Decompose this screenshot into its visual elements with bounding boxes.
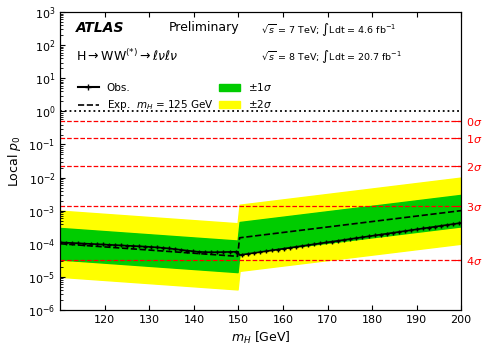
Text: Preliminary: Preliminary: [168, 21, 239, 34]
Text: $\sqrt{s}$ = 8 TeV; $\int$Ldt = 20.7 fb$^{-1}$: $\sqrt{s}$ = 8 TeV; $\int$Ldt = 20.7 fb$…: [261, 48, 402, 65]
Text: H$\rightarrow$WW$^{(*)}$$\rightarrow\ell\nu\ell\nu$: H$\rightarrow$WW$^{(*)}$$\rightarrow\ell…: [76, 48, 179, 64]
X-axis label: $m_{H}$ [GeV]: $m_{H}$ [GeV]: [231, 330, 290, 346]
Text: ATLAS: ATLAS: [76, 21, 125, 35]
Y-axis label: Local $p_0$: Local $p_0$: [5, 135, 22, 187]
Text: $\sqrt{s}$ = 7 TeV; $\int$Ldt = 4.6 fb$^{-1}$: $\sqrt{s}$ = 7 TeV; $\int$Ldt = 4.6 fb$^…: [261, 21, 396, 38]
Legend: Obs., Exp.  $m_H$ = 125 GeV, $\pm1\sigma$, $\pm2\sigma$: Obs., Exp. $m_H$ = 125 GeV, $\pm1\sigma$…: [74, 77, 276, 117]
